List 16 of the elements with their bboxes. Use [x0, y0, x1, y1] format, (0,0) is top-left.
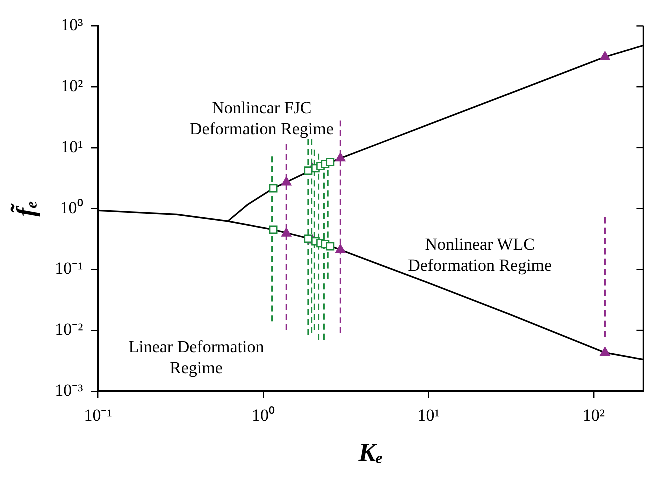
x-tick-label: 10¹	[418, 406, 440, 426]
y-tick-label: 10⁻²	[55, 320, 84, 339]
y-tick-label: 10²	[61, 76, 84, 96]
x-tick-label: 10²	[582, 406, 606, 426]
y-tick-label: 10⁻³	[55, 380, 84, 400]
x-tick-label: 10⁻¹	[84, 406, 112, 426]
y-tick-label: 10¹	[61, 137, 84, 156]
y-axis-title: f̃ₑ	[10, 200, 40, 217]
annotation: Linear Deformation Regime	[128, 338, 265, 378]
annotation: Nonlinear WLC Deformation Regime	[408, 235, 552, 276]
y-tick-label: 10⁰	[60, 198, 84, 218]
y-tick-label: 10³	[61, 16, 84, 35]
y-tick-label: 10⁻¹	[55, 259, 84, 278]
annotation: Nonlincar FJC Deformation Regime	[190, 98, 334, 138]
x-axis-title: Kₑ	[358, 438, 384, 468]
x-tick-label: 10⁰	[252, 406, 276, 426]
